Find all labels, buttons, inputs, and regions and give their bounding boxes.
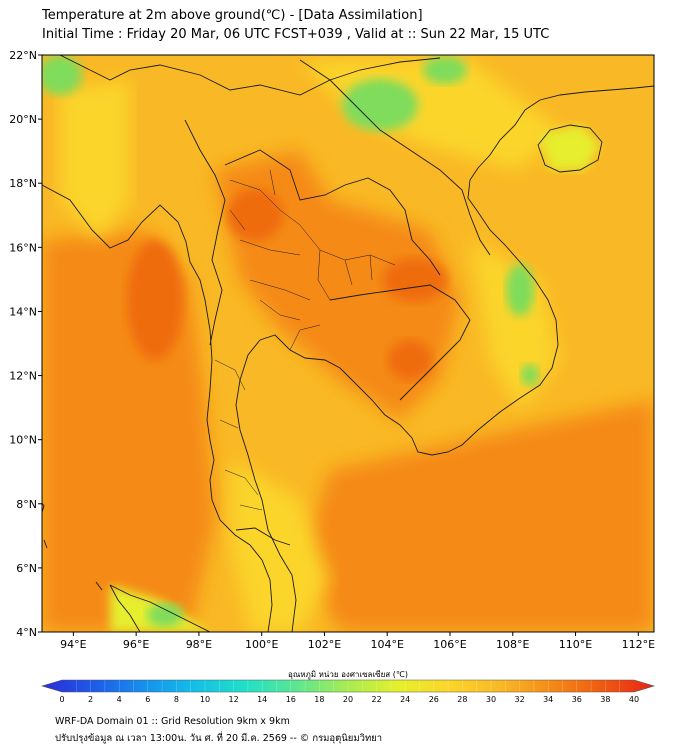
colorbar-ticks: 0 2 4 6 8 10 12 14 16 18 20 22 24 26 28 30 32 34 36 38 40 [59,680,639,704]
colorbar-tick-label: 0 [59,695,64,704]
lon-tick-label: 104°E [371,638,404,651]
colorbar-tick-label: 36 [572,695,582,704]
colorbar-tick-label: 28 [457,695,467,704]
lat-tick-label: 18°N [9,177,37,190]
cool-zone-south-vietnam [521,364,539,386]
lat-tick-label: 10°N [9,434,37,447]
lon-tick-label: 108°E [496,638,529,651]
myanmar-thailand-border [184,119,226,346]
lon-tick-label: 94°E [60,638,86,651]
colorbar-tick-label: 8 [174,695,179,704]
laos-vietnam-border [299,59,491,256]
lon-tick-label: 110°E [559,638,592,651]
mild-zone-malay-peninsula [230,460,330,632]
hot-spot-northeast-thailand [383,258,447,302]
colorbar-tick-label: 22 [372,695,382,704]
colorbar-tick-label: 16 [286,695,296,704]
hot-spot-cambodia [388,340,432,380]
cool-zone-central-highlands [506,264,534,316]
andaman-islands [42,502,103,591]
map-title: Temperature at 2m above ground(℃) - [Dat… [42,8,423,23]
mainland-coastline [42,85,654,632]
province-lines [214,169,396,511]
cool-zone-north-vietnam [423,56,467,84]
mild-zone-hainan [540,125,600,170]
footer-model-info: WRF-DA Domain 01 :: Grid Resolution 9km … [55,716,290,727]
colorbar-tick-label: 4 [117,695,122,704]
mild-zone-myanmar-west [60,80,130,240]
cool-zone-laos-north [342,79,418,131]
colorbar-tick-label: 30 [486,695,496,704]
colorbar-tick-label: 34 [543,695,553,704]
thailand-laos-border [224,149,441,276]
thailand-malaysia-border [235,527,291,546]
colorbar-tick-label: 2 [88,695,93,704]
hainan-coastline [537,124,603,173]
colorbar-tick-label: 40 [629,695,639,704]
lat-tick-label: 6°N [16,562,37,575]
lon-tick-label: 106°E [433,638,466,651]
colorbar-tick-label: 38 [600,695,610,704]
colorbar [40,679,656,693]
map-subtitle: Initial Time : Friday 20 Mar, 06 UTC FCS… [42,27,550,42]
china-border [59,55,441,96]
lat-tick-label: 20°N [9,113,37,126]
hot-spot-north-thailand [227,189,283,241]
cool-zone-sumatra [147,603,183,627]
lon-tick-label: 96°E [123,638,149,651]
colorbar-tick-label: 10 [200,695,210,704]
axis-ticks: 22°N 20°N 18°N 16°N 14°N 12°N 10°N 8°N 6°N 4°N 94°… [9,49,655,651]
lon-tick-label: 112°E [622,638,655,651]
hot-spot-myanmar-coast [127,240,183,360]
cool-zone-northwest [42,55,82,95]
colorbar-tick-label: 24 [400,695,410,704]
cambodia-border [329,284,471,401]
map-frame [41,54,655,633]
colorbar-tick-label: 32 [515,695,525,704]
colorbar-tick-label: 14 [257,695,267,704]
coastlines-and-borders [42,55,654,632]
lat-tick-label: 14°N [9,305,37,318]
temperature-field [42,55,654,632]
lon-tick-label: 100°E [245,638,278,651]
sumatra-coastline [109,584,211,632]
colorbar-tick-label: 18 [314,695,324,704]
colorbar-tick-label: 26 [429,695,439,704]
colorbar-tick-label: 20 [343,695,353,704]
colorbar-title: อุณหภูมิ หน่วย องศาเซลเซียส (℃) [288,670,408,680]
lat-tick-label: 12°N [9,370,37,383]
colorbar-tick-label: 6 [145,695,150,704]
warm-zone-south-china-sea [300,400,654,632]
footer-update-info: ปรับปรุงข้อมูล ณ เวลา 13:00น. วัน ศ. ที่… [55,733,383,744]
lon-tick-label: 98°E [186,638,212,651]
mild-zone-vietnam-coast [470,240,560,410]
colorbar-tick-label: 12 [229,695,239,704]
lat-tick-label: 8°N [16,498,37,511]
lat-tick-label: 16°N [9,241,37,254]
lon-tick-label: 102°E [308,638,341,651]
lat-tick-label: 22°N [9,49,37,62]
lat-tick-label: 4°N [16,626,37,639]
